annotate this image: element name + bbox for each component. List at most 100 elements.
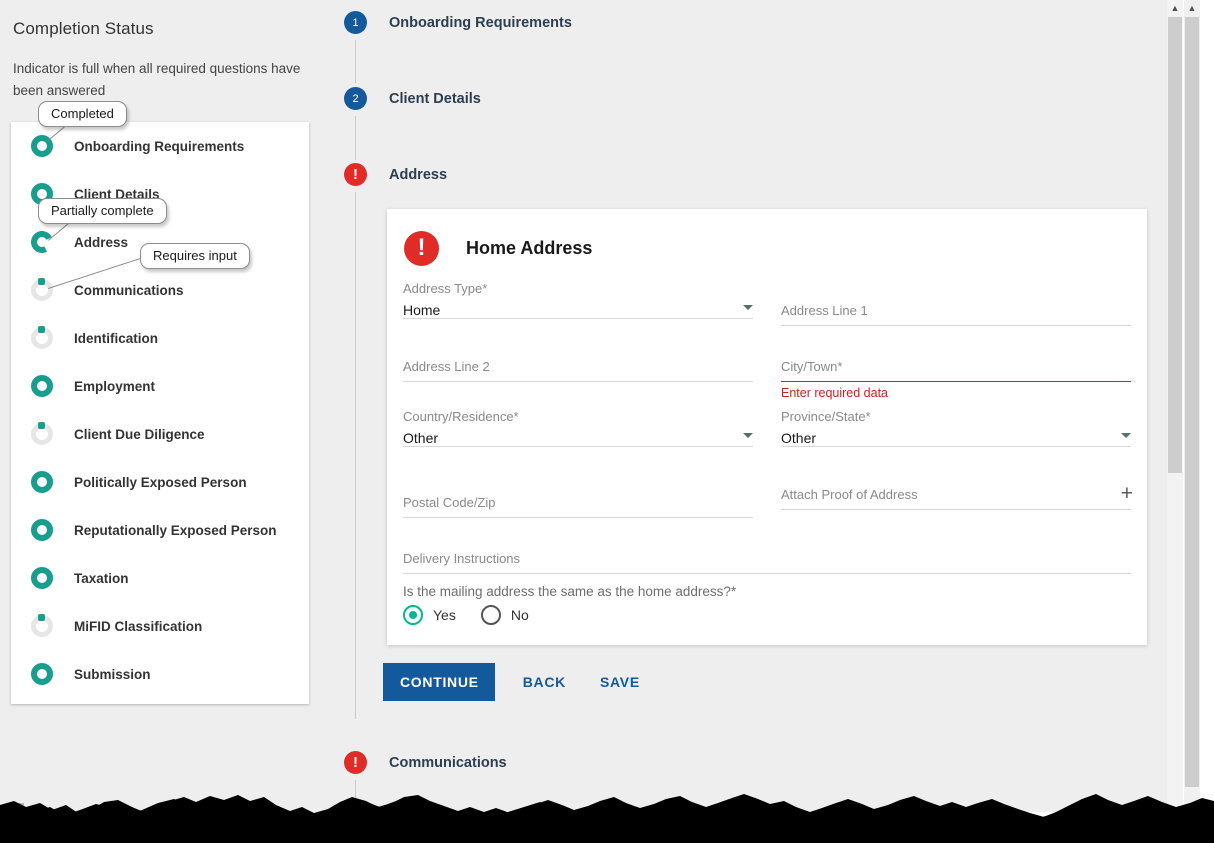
status-item-submission[interactable]: Submission xyxy=(11,650,309,698)
field-label: Address Line 1 xyxy=(781,303,868,318)
status-item-label: Onboarding Requirements xyxy=(74,138,245,154)
status-item-taxation[interactable]: Taxation xyxy=(11,554,309,602)
panel-subtitle: Indicator is full when all required ques… xyxy=(13,61,301,98)
status-item-address[interactable]: Address xyxy=(11,218,309,266)
plus-icon[interactable]: + xyxy=(1120,482,1133,505)
field-province-state[interactable]: Province/State* Other xyxy=(781,409,1131,447)
step-label: Communications xyxy=(389,754,507,771)
chevron-down-icon[interactable] xyxy=(1121,433,1131,438)
step-number-badge: 2 xyxy=(344,87,367,110)
status-item-label: Address xyxy=(74,234,129,250)
field-label: City/Town* xyxy=(781,359,843,374)
step-label: Onboarding Requirements xyxy=(389,14,572,31)
stepper-connector xyxy=(355,192,356,719)
field-postal-code-zip[interactable]: Postal Code/Zip xyxy=(403,495,753,518)
status-item-reputationally-exposed-person[interactable]: Reputationally Exposed Person xyxy=(11,506,309,554)
status-item-label: Taxation xyxy=(74,570,129,586)
field-address-line-1[interactable]: Address Line 1 xyxy=(781,303,1131,326)
status-item-label: Politically Exposed Person xyxy=(74,474,247,490)
field-attach-proof-of-address[interactable]: Attach Proof of Address + xyxy=(781,483,1133,510)
field-error-message: Enter required data xyxy=(781,386,889,400)
status-item-onboarding-requirements[interactable]: Onboarding Requirements xyxy=(11,122,309,170)
scrollbar-thumb[interactable] xyxy=(1185,17,1199,787)
status-item-mifid-classification[interactable]: MiFID Classification xyxy=(11,602,309,650)
field-value: Home xyxy=(403,302,441,318)
step-client-details[interactable]: 2 Client Details xyxy=(344,87,481,110)
status-item-label: Reputationally Exposed Person xyxy=(74,522,277,538)
status-item-politically-exposed-person[interactable]: Politically Exposed Person xyxy=(11,458,309,506)
completion-indicator-partial-icon xyxy=(31,231,53,253)
field-label: Province/State* xyxy=(781,409,871,424)
field-value: Other xyxy=(781,430,817,446)
home-address-form-card: ! Home Address Address Type* Home Addres… xyxy=(387,209,1147,645)
back-button[interactable]: BACK xyxy=(517,673,572,691)
field-address-type[interactable]: Address Type* Home xyxy=(403,281,753,319)
mailing-address-radio-group: Yes No xyxy=(403,605,554,625)
status-item-label: Client Due Diligence xyxy=(74,426,205,442)
field-city-town[interactable]: City/Town* Enter required data xyxy=(781,359,1131,400)
completion-indicator-complete-icon xyxy=(31,663,53,685)
status-item-label: Submission xyxy=(74,666,151,682)
radio-yes-label: Yes xyxy=(433,607,456,623)
inner-scrollbar[interactable]: ▲ xyxy=(1167,0,1183,812)
stepper-connector xyxy=(355,116,356,160)
radio-yes[interactable] xyxy=(403,605,423,625)
step-label: Address xyxy=(389,166,448,183)
status-item-label: Identification xyxy=(74,330,158,346)
save-button[interactable]: SAVE xyxy=(594,673,646,691)
chevron-down-icon[interactable] xyxy=(743,305,753,310)
status-item-communications[interactable]: Communications xyxy=(11,266,309,314)
chevron-down-icon[interactable] xyxy=(743,433,753,438)
status-item-client-due-diligence[interactable]: Client Due Diligence xyxy=(11,410,309,458)
callout-partially-complete: Partially complete xyxy=(38,198,167,224)
onboarding-stepper: 1 Onboarding Requirements 2 Client Detai… xyxy=(344,0,1154,812)
status-item-label: MiFID Classification xyxy=(74,618,203,634)
form-alert-icon: ! xyxy=(404,231,439,266)
outer-scrollbar[interactable]: ▲ xyxy=(1184,0,1200,812)
scrollbar-thumb[interactable] xyxy=(1168,17,1182,473)
continue-button[interactable]: CONTINUE xyxy=(383,663,495,701)
field-label: Country/Residence* xyxy=(403,409,519,424)
completion-indicator-complete-icon xyxy=(31,375,53,397)
completion-indicator-complete-icon xyxy=(31,519,53,541)
form-header: ! Home Address xyxy=(404,231,592,266)
field-delivery-instructions[interactable]: Delivery Instructions xyxy=(403,551,1131,574)
status-item-employment[interactable]: Employment xyxy=(11,362,309,410)
radio-no-label: No xyxy=(510,607,529,623)
status-item-label: Client Details xyxy=(74,186,160,202)
radio-no[interactable] xyxy=(480,605,501,625)
field-country-residence[interactable]: Country/Residence* Other xyxy=(403,409,753,447)
status-item-label: Employment xyxy=(74,378,156,394)
completion-indicator-complete-icon xyxy=(31,135,53,157)
scroll-up-icon[interactable]: ▲ xyxy=(1170,3,1180,13)
callout-completed: Completed xyxy=(38,101,127,127)
step-number-badge: 1 xyxy=(344,11,367,34)
field-label: Attach Proof of Address xyxy=(781,487,918,502)
status-item-label: Communications xyxy=(74,282,184,298)
step-communications[interactable]: ! Communications xyxy=(344,751,507,774)
scroll-up-icon[interactable]: ▲ xyxy=(1187,3,1197,13)
mailing-address-question: Is the mailing address the same as the h… xyxy=(403,584,737,599)
field-label: Address Type* xyxy=(403,281,488,296)
horizontal-scrollbar-stub[interactable] xyxy=(8,803,24,815)
completion-status-panel: Completion Status Indicator is full when… xyxy=(0,0,330,812)
callout-requires-input: Requires input xyxy=(140,243,250,269)
field-label: Postal Code/Zip xyxy=(403,495,496,510)
status-item-identification[interactable]: Identification xyxy=(11,314,309,362)
step-alert-icon: ! xyxy=(344,751,367,774)
field-value: Other xyxy=(403,430,439,446)
step-label: Client Details xyxy=(389,90,481,107)
step-address[interactable]: ! Address xyxy=(344,163,447,186)
page-title: Completion Status xyxy=(13,19,154,38)
form-actions: CONTINUE BACK SAVE xyxy=(383,663,646,701)
completion-indicator-empty-icon xyxy=(31,278,53,301)
stepper-connector xyxy=(355,780,356,812)
step-alert-icon: ! xyxy=(344,163,367,186)
field-label: Delivery Instructions xyxy=(403,551,521,566)
field-address-line-2[interactable]: Address Line 2 xyxy=(403,359,753,382)
completion-indicator-complete-icon xyxy=(31,567,53,589)
field-label: Address Line 2 xyxy=(403,359,490,374)
step-onboarding-requirements[interactable]: 1 Onboarding Requirements xyxy=(344,11,572,34)
completion-indicator-empty-icon xyxy=(31,422,53,445)
